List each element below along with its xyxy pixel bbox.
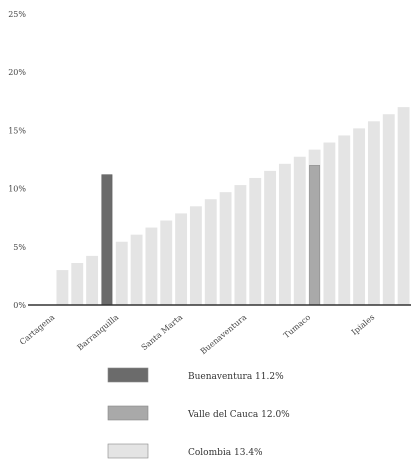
y-tick-label: 5% [13,243,26,252]
x-tick-label: Santa Marta [140,312,185,352]
x-tick-label: Tumaco [282,313,313,341]
y-tick-label: 0% [13,301,26,310]
y-tick-label: 10% [8,185,26,194]
bar-riohacha [397,107,410,306]
y-tick-label: 20% [8,68,26,77]
bar-cúcuta [338,135,351,305]
bar-barranquilla [71,262,84,305]
x-tick-label: Buenaventura [199,312,249,356]
y-tick-label: 15% [8,126,26,135]
bar-valledupar [382,114,395,305]
y-axis-ticks: 0% 5% 10% 15% 20% 25% [8,10,26,310]
bar-villavicencio [293,156,306,305]
bar-popayán [160,220,173,305]
bar-buenaventura [101,174,113,306]
bar-manizales [219,192,232,305]
y-tick-label: 25% [8,10,26,19]
bars [56,107,410,306]
x-axis-tick-labels: Cartagena Barranquilla Santa Marta Buenaven… [18,312,376,356]
legend-label: Colombia 13.4% [188,448,263,458]
bar-bucaramanga [323,142,336,305]
bar-medellín [204,199,217,305]
legend-swatch [107,367,149,383]
bar-cartagena [56,270,69,305]
bar-montería [353,128,366,305]
x-tick-label: Ipiales [350,313,376,337]
legend-swatch [107,405,149,421]
bar-ibagué [264,170,277,305]
bar-cali [145,227,158,305]
bar-valle-del-cauca [309,165,321,306]
bar-santa-marta [86,255,99,305]
legend-swatch [107,443,149,459]
bar-sincelejo [367,121,380,305]
bar-tumaco [115,241,128,305]
legend: Buenaventura 11.2% Valle del Cauca 12.0% C… [107,367,290,459]
legend-label: Buenaventura 11.2% [188,372,284,382]
bar-armenia [249,177,262,305]
bar-neiva [278,163,291,305]
bar-pasto [175,213,188,305]
bar-ipiales [130,234,143,305]
x-tick-label: Cartagena [18,312,57,346]
legend-label: Valle del Cauca 12.0% [187,410,290,420]
bar-bogotá [189,206,202,305]
bar-pereira [234,185,247,305]
x-tick-label: Barranquilla [75,312,120,352]
